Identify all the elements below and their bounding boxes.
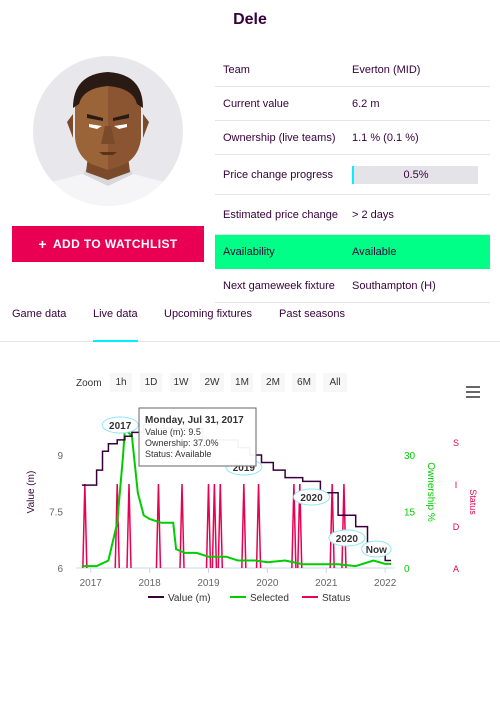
info-row-estimated: Estimated price change > 2 days [215, 195, 490, 235]
live-data-chart: Zoom 1h 1D 1W 2W 1M 2M 6M All 2017 2018 20… [0, 342, 500, 622]
info-row-availability: Availability Available [215, 235, 490, 269]
zoom-1h-button[interactable]: 1h [110, 373, 132, 392]
info-row-fixture: Next gameweek fixture Southampton (H) [215, 269, 490, 303]
status-spike [291, 483, 297, 569]
chart-menu-icon[interactable] [466, 386, 480, 398]
status-spike [297, 483, 303, 569]
y-right-tick-label: 30 [404, 451, 416, 462]
chart-flag-label: 2020 [300, 493, 323, 504]
zoom-all-button[interactable]: All [323, 373, 347, 392]
info-label: Current value [223, 97, 290, 110]
info-label: Price change progress [223, 168, 334, 181]
y-right-axis-label: Ownership % [425, 462, 436, 522]
info-label: Next gameweek fixture [223, 279, 335, 292]
legend-label: Selected [250, 593, 289, 604]
add-to-watchlist-button[interactable]: + ADD TO WATCHLIST [12, 226, 204, 262]
info-row-team: Team Everton (MID) [215, 53, 490, 87]
x-tick-label: 2020 [256, 578, 279, 589]
y-right-tick-label: 0 [404, 564, 410, 575]
info-value: Southampton (H) [352, 279, 436, 292]
status-spike [126, 483, 132, 569]
plus-icon: + [38, 236, 47, 252]
status-spike [82, 483, 88, 569]
zoom-1m-button[interactable]: 1M [231, 373, 253, 392]
chart-flag [101, 416, 139, 434]
y-right-tick-label: 15 [404, 508, 416, 519]
info-row-current-value: Current value 6.2 m [215, 87, 490, 121]
legend-label: Status [322, 593, 350, 604]
status-tick-label: A [453, 564, 459, 574]
status-spike [179, 483, 185, 569]
y-left-tick-label: 9 [57, 451, 63, 462]
tooltip-value: Value (m): 9.5 [145, 427, 201, 437]
info-value: Everton (MID) [352, 63, 421, 76]
player-info-table: Team Everton (MID) Current value 6.2 m O… [215, 53, 490, 303]
status-tick-label: D [453, 522, 460, 532]
zoom-6m-button[interactable]: 6M [292, 373, 316, 392]
info-value: 1.1 % (0.1 %) [352, 131, 419, 144]
chart-flag-label: 2019 [233, 463, 256, 474]
x-tick-label: 2021 [315, 578, 338, 589]
status-spike [341, 483, 347, 569]
status-spike [205, 483, 212, 569]
status-spike [217, 483, 224, 569]
tab-past-seasons[interactable]: Past seasons [279, 308, 346, 320]
status-spike [211, 483, 218, 569]
y-left-tick-label: 6 [57, 564, 63, 575]
zoom-1w-button[interactable]: 1W [170, 373, 192, 392]
info-label: Ownership (live teams) [223, 131, 336, 144]
info-label: Availability [223, 245, 275, 258]
tab-upcoming-fixtures[interactable]: Upcoming fixtures [164, 308, 253, 320]
tab-live-data[interactable]: Live data [93, 308, 138, 342]
y-left-tick-label: 7.5 [49, 508, 63, 519]
chart-tooltip [138, 407, 257, 467]
chart-flag-label: Now [366, 545, 387, 556]
chart-flag-label: 2017 [109, 421, 132, 432]
chart-flag-label: 2020 [336, 534, 359, 545]
player-avatar [33, 56, 183, 206]
legend-label: Value (m) [168, 593, 211, 604]
x-tick-label: 2019 [197, 578, 220, 589]
chart-svg: 2017 2018 2019 2020 2021 2022 6 7.5 9 Value (m) 0 1… [26, 407, 478, 604]
chart-flag [293, 488, 331, 506]
status-axis-label: Status [468, 489, 478, 515]
zoom-2w-button[interactable]: 2W [200, 373, 224, 392]
zoom-label: Zoom [76, 378, 102, 389]
status-spike [255, 483, 262, 569]
watchlist-label: ADD TO WATCHLIST [52, 237, 178, 251]
x-tick-label: 2022 [374, 578, 397, 589]
status-spike [241, 483, 247, 569]
zoom-1d-button[interactable]: 1D [140, 373, 162, 392]
x-tick-label: 2017 [80, 578, 103, 589]
x-tick-label: 2018 [138, 578, 161, 589]
info-value-wrap: 0.5% [352, 165, 490, 184]
info-value: 6.2 m [352, 97, 380, 110]
y-left-axis-label: Value (m) [26, 471, 37, 514]
status-tick-label: I [455, 480, 458, 490]
info-value: Available [352, 245, 397, 258]
info-row-price-change: Price change progress 0.5% [215, 155, 490, 195]
chart-flag [328, 529, 366, 547]
status-spike [155, 483, 162, 569]
player-name: Dele [233, 11, 267, 28]
info-row-ownership: Ownership (live teams) 1.1 % (0.1 %) [215, 121, 490, 155]
tab-game-data[interactable]: Game data [12, 308, 67, 320]
tooltip-status: Status: Available [145, 449, 211, 459]
tooltip-ownership: Ownership: 37.0% [145, 438, 219, 448]
status-spike [114, 483, 120, 569]
info-label: Team [223, 63, 250, 76]
tooltip-date: Monday, Jul 31, 2017 [145, 415, 244, 426]
zoom-2m-button[interactable]: 2M [261, 373, 285, 392]
status-spike [329, 483, 335, 569]
price-change-progress-bar: 0.5% [352, 165, 478, 184]
tab-bar: Game data Live data Upcoming fixtures Pa… [0, 300, 500, 342]
chart-flag [361, 540, 392, 558]
status-tick-label: S [453, 438, 459, 448]
info-value: > 2 days [352, 208, 394, 221]
info-label: Estimated price change [223, 208, 338, 221]
selected-series-line [81, 426, 392, 568]
